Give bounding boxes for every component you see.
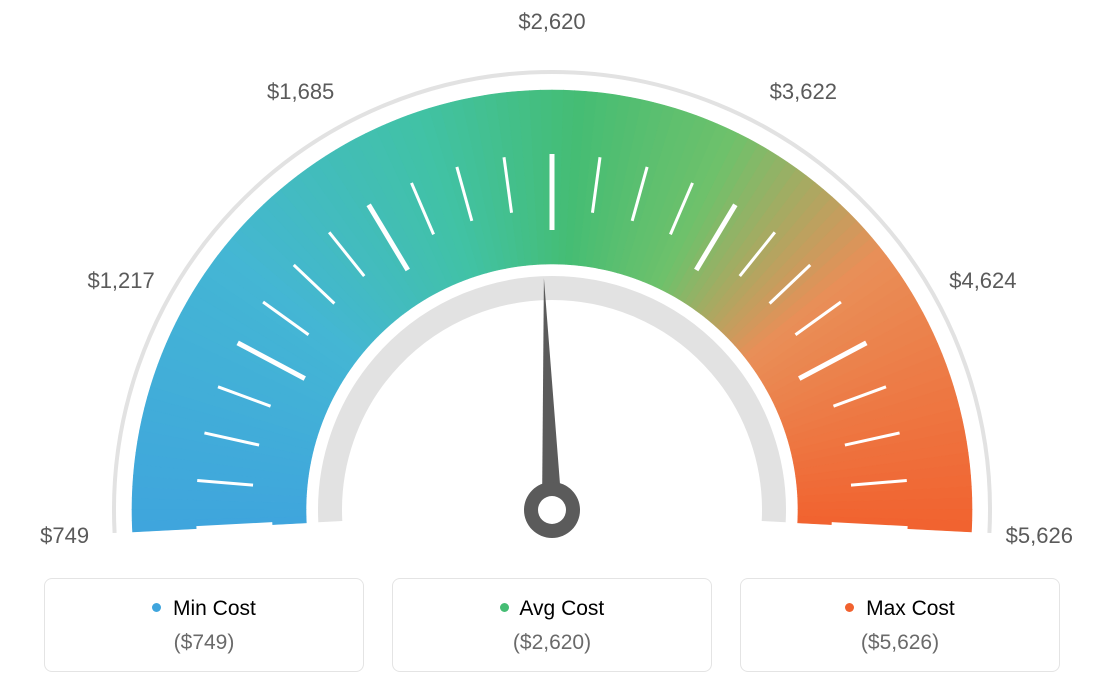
legend-card-min: Min Cost ($749) [44, 578, 364, 672]
legend-title-max: Max Cost [751, 597, 1049, 621]
legend-card-max: Max Cost ($5,626) [740, 578, 1060, 672]
gauge-tick-label: $4,624 [949, 268, 1016, 294]
dot-icon [845, 603, 854, 612]
gauge-chart: $749 $1,217 $1,685 $2,620 $3,622 $4,624 $5,626 [0, 0, 1104, 560]
gauge-tick-label: $1,217 [87, 268, 154, 294]
gauge-tick-label: $749 [40, 523, 89, 549]
gauge-tick-label: $3,622 [770, 79, 837, 105]
legend-value-min: ($749) [55, 631, 353, 655]
gauge-svg [0, 0, 1104, 560]
legend-title-min: Min Cost [55, 597, 353, 621]
dot-icon [152, 603, 161, 612]
legend-title-text: Min Cost [173, 597, 256, 620]
legend-value-avg: ($2,620) [403, 631, 701, 655]
gauge-tick-label: $5,626 [1006, 523, 1073, 549]
legend-title-text: Max Cost [866, 597, 955, 620]
gauge-tick-label: $2,620 [518, 9, 585, 35]
legend-row: Min Cost ($749) Avg Cost ($2,620) Max Co… [0, 578, 1104, 672]
legend-title-text: Avg Cost [519, 597, 604, 620]
legend-title-avg: Avg Cost [403, 597, 701, 621]
legend-value-max: ($5,626) [751, 631, 1049, 655]
legend-card-avg: Avg Cost ($2,620) [392, 578, 712, 672]
dot-icon [500, 603, 509, 612]
gauge-tick-label: $1,685 [267, 79, 334, 105]
